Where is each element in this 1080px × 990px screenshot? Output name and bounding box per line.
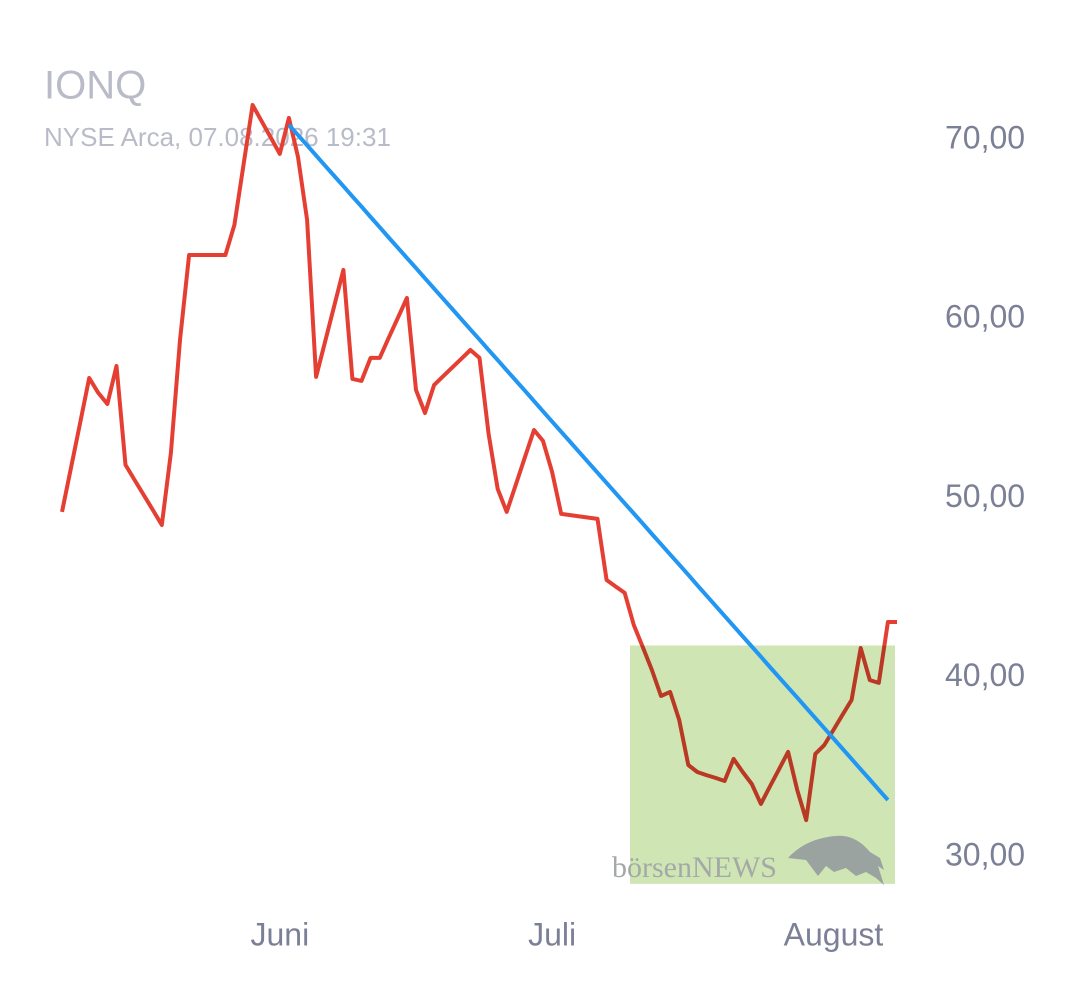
- chart-title: IONQ: [44, 64, 146, 108]
- y-tick-label: 70,00: [945, 119, 1025, 155]
- x-tick-label: August: [784, 916, 884, 952]
- y-tick-label: 40,00: [945, 657, 1025, 693]
- y-tick-label: 30,00: [945, 836, 1025, 872]
- watermark: börsenNEWS: [612, 851, 777, 884]
- x-tick-label: Juni: [250, 916, 309, 952]
- price-line: [287, 123, 890, 802]
- y-tick-label: 50,00: [945, 478, 1025, 514]
- x-tick-label: Juli: [528, 916, 576, 952]
- chart-subtitle: NYSE Arca, 07.08.2026 19:31: [44, 122, 391, 152]
- bull-icon: [788, 835, 884, 885]
- y-tick-label: 60,00: [945, 299, 1025, 335]
